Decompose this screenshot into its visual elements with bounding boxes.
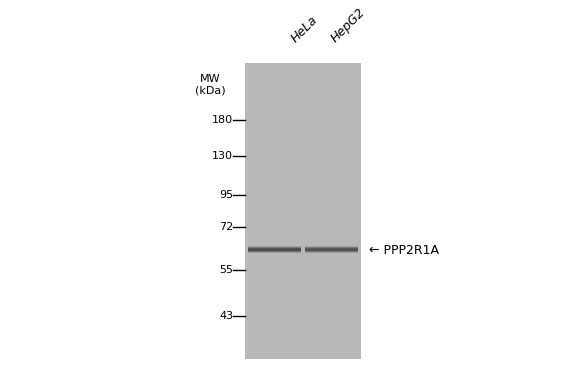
Text: HeLa: HeLa <box>288 14 320 45</box>
Text: 72: 72 <box>219 222 233 232</box>
Text: ← PPP2R1A: ← PPP2R1A <box>369 244 439 257</box>
Text: 55: 55 <box>219 265 233 275</box>
Text: MW
(kDa): MW (kDa) <box>194 74 225 95</box>
Text: 43: 43 <box>219 311 233 321</box>
Text: 180: 180 <box>212 115 233 125</box>
Text: 130: 130 <box>212 151 233 161</box>
Text: 95: 95 <box>219 190 233 200</box>
Text: HepG2: HepG2 <box>329 6 368 45</box>
